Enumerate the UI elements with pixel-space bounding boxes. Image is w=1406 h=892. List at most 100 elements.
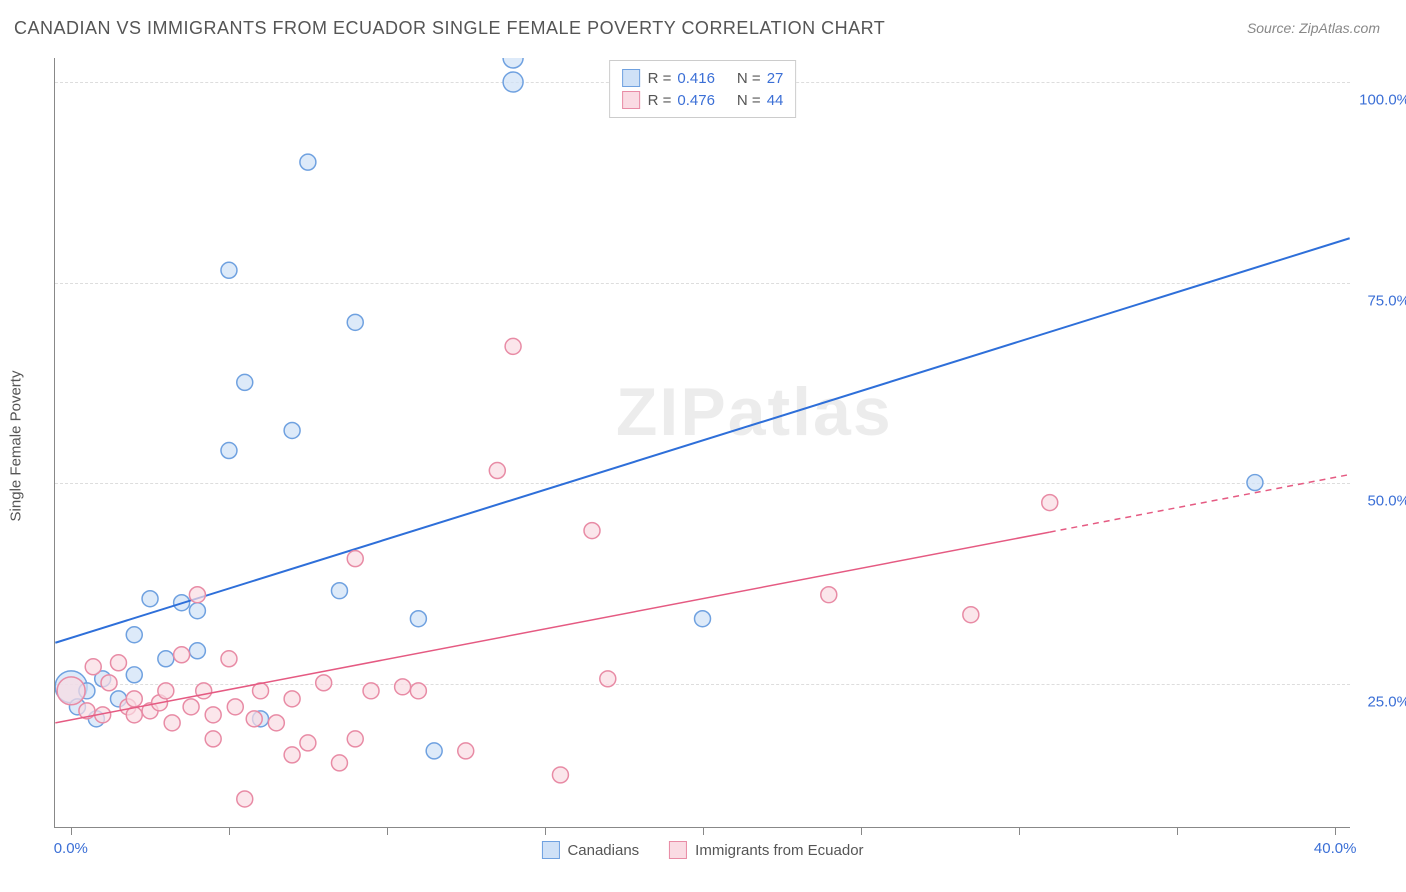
r-value-immigrants: 0.476	[677, 92, 715, 109]
data-point-immigrants	[158, 683, 174, 699]
source-attribution: Source: ZipAtlas.com	[1247, 20, 1380, 36]
data-point-canadians	[158, 651, 174, 667]
x-tick	[703, 827, 704, 835]
data-point-canadians	[284, 422, 300, 438]
swatch-immigrants	[622, 91, 640, 109]
data-point-immigrants	[174, 647, 190, 663]
data-point-immigrants	[164, 715, 180, 731]
data-point-immigrants	[410, 683, 426, 699]
data-point-canadians	[300, 154, 316, 170]
data-point-immigrants	[284, 747, 300, 763]
data-point-immigrants	[205, 731, 221, 747]
data-point-immigrants	[189, 587, 205, 603]
plot-svg	[55, 58, 1350, 827]
data-point-canadians	[695, 611, 711, 627]
data-point-immigrants	[268, 715, 284, 731]
swatch-immigrants-icon	[669, 841, 687, 859]
data-point-immigrants	[237, 791, 253, 807]
y-axis-title: Single Female Poverty	[8, 371, 25, 522]
r-value-canadians: 0.416	[677, 70, 715, 87]
source-name: ZipAtlas.com	[1299, 20, 1380, 36]
x-tick	[229, 827, 230, 835]
data-point-canadians	[237, 374, 253, 390]
data-point-canadians	[189, 603, 205, 619]
x-tick	[71, 827, 72, 835]
legend-item-immigrants: Immigrants from Ecuador	[669, 841, 863, 859]
y-tick-label: 50.0%	[1355, 493, 1406, 510]
data-point-canadians	[503, 72, 523, 92]
data-point-canadians	[126, 667, 142, 683]
data-point-immigrants	[227, 699, 243, 715]
data-point-immigrants	[584, 523, 600, 539]
data-point-immigrants	[505, 338, 521, 354]
chart-header: CANADIAN VS IMMIGRANTS FROM ECUADOR SING…	[14, 18, 1392, 48]
data-point-canadians	[1247, 475, 1263, 491]
data-point-canadians	[221, 262, 237, 278]
data-point-canadians	[347, 314, 363, 330]
trend-line-extrapolated-immigrants	[1050, 475, 1350, 533]
data-point-immigrants	[316, 675, 332, 691]
data-point-immigrants	[205, 707, 221, 723]
x-tick	[1177, 827, 1178, 835]
data-point-immigrants	[221, 651, 237, 667]
legend-row-immigrants: R = 0.476 N = 44	[622, 89, 784, 111]
y-tick-label: 100.0%	[1355, 92, 1406, 109]
legend-label-immigrants: Immigrants from Ecuador	[695, 842, 863, 859]
r-label: R =	[648, 70, 672, 87]
data-point-canadians	[142, 591, 158, 607]
data-point-canadians	[503, 58, 523, 68]
data-point-immigrants	[110, 655, 126, 671]
data-point-immigrants	[126, 691, 142, 707]
data-point-immigrants	[347, 551, 363, 567]
source-prefix: Source:	[1247, 20, 1299, 36]
legend-item-canadians: Canadians	[541, 841, 639, 859]
data-point-immigrants	[600, 671, 616, 687]
data-point-canadians	[426, 743, 442, 759]
data-point-immigrants	[284, 691, 300, 707]
data-point-immigrants	[489, 463, 505, 479]
swatch-canadians-icon	[541, 841, 559, 859]
data-point-immigrants	[458, 743, 474, 759]
data-point-immigrants	[196, 683, 212, 699]
data-point-canadians	[189, 643, 205, 659]
n-value-immigrants: 44	[767, 92, 784, 109]
data-point-immigrants	[363, 683, 379, 699]
legend-label-canadians: Canadians	[567, 842, 639, 859]
data-point-immigrants	[552, 767, 568, 783]
scatter-chart: ZIPatlas 25.0%50.0%75.0%100.0% 0.0%40.0%…	[54, 58, 1350, 828]
trend-line-immigrants	[55, 532, 1049, 723]
x-tick-label: 40.0%	[1314, 840, 1357, 857]
legend-row-canadians: R = 0.416 N = 27	[622, 67, 784, 89]
data-point-immigrants	[963, 607, 979, 623]
data-point-immigrants	[395, 679, 411, 695]
data-point-canadians	[331, 583, 347, 599]
data-point-canadians	[410, 611, 426, 627]
data-point-immigrants	[347, 731, 363, 747]
data-point-immigrants	[1042, 495, 1058, 511]
data-point-canadians	[221, 443, 237, 459]
data-point-immigrants	[300, 735, 316, 751]
data-point-immigrants	[183, 699, 199, 715]
x-tick	[545, 827, 546, 835]
trend-line-canadians	[55, 238, 1349, 643]
data-point-immigrants	[101, 675, 117, 691]
n-value-canadians: 27	[767, 70, 784, 87]
correlation-legend: R = 0.416 N = 27 R = 0.476 N = 44	[609, 60, 797, 118]
data-point-immigrants	[85, 659, 101, 675]
data-point-immigrants	[331, 755, 347, 771]
x-tick	[861, 827, 862, 835]
chart-title: CANADIAN VS IMMIGRANTS FROM ECUADOR SING…	[14, 18, 885, 39]
data-point-canadians	[126, 627, 142, 643]
y-tick-label: 25.0%	[1355, 693, 1406, 710]
x-tick	[1019, 827, 1020, 835]
x-tick	[1335, 827, 1336, 835]
swatch-canadians	[622, 69, 640, 87]
data-point-immigrants	[246, 711, 262, 727]
x-tick	[387, 827, 388, 835]
data-point-immigrants	[821, 587, 837, 603]
x-tick-label: 0.0%	[54, 840, 88, 857]
series-legend: Canadians Immigrants from Ecuador	[541, 841, 863, 859]
y-tick-label: 75.0%	[1355, 292, 1406, 309]
data-point-immigrants	[57, 677, 85, 705]
n-label: N =	[737, 70, 761, 87]
